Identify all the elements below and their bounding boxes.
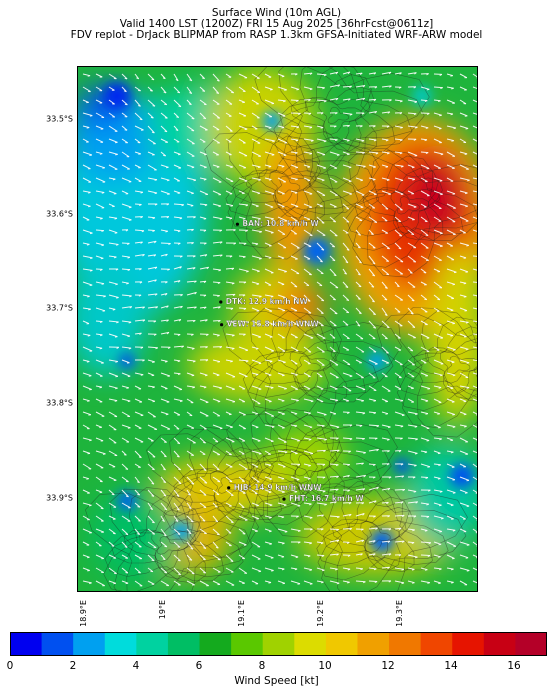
site-label: FHT: 16.7 km/h W (289, 494, 364, 503)
colorbar-frame (10, 632, 547, 656)
y-tick-33-7: 33.7°S (46, 303, 73, 313)
colorbar-segment (73, 632, 106, 656)
colorbar-segment (10, 632, 43, 656)
y-tick-33-8: 33.8°S (46, 398, 73, 408)
title-line-2: Valid 1400 LST (1200Z) FRI 15 Aug 2025 [… (119, 18, 434, 30)
colorbar-tick-10: 10 (318, 660, 332, 672)
title-line-3: FDV replot - DrJack BLIPMAP from RASP 1.… (70, 29, 483, 41)
site-label: BAN: 10.8 km/h W (242, 219, 319, 228)
colorbar-segment (262, 632, 295, 656)
x-tick-18-9: 18.9°E (79, 600, 88, 627)
site-label: HJB: 14.9 km/h WNW (234, 483, 323, 492)
colorbar-tick-2: 2 (69, 660, 77, 672)
site-label: DTK: 12.9 km/h NW (226, 297, 309, 306)
colorbar-tick-16: 16 (507, 660, 521, 672)
site-label: VEW: 15.8 km/h WNW (227, 320, 320, 329)
colorbar-segment (167, 632, 201, 656)
colorbar-segment (452, 632, 485, 656)
y-tick-33-6: 33.6°S (46, 209, 73, 219)
map-frame (77, 66, 478, 592)
colorbar (10, 632, 547, 656)
colorbar-segment (325, 632, 358, 656)
colorbar-segment (389, 632, 422, 656)
colorbar-segment (136, 632, 169, 656)
colorbar-segment (294, 632, 327, 656)
wind-vectors (82, 71, 478, 587)
colorbar-segment (199, 632, 232, 656)
x-tick-19-2: 19.2°E (316, 600, 325, 627)
wind-speed-map: BAN: 10.8 km/h W DTK: 12.9 km/h NW VEW: 15… (77, 66, 478, 592)
colorbar-segment (357, 632, 390, 656)
x-tick-19-1: 19.1°E (237, 600, 246, 627)
colorbar-segment (231, 632, 264, 656)
y-tick-33-5: 33.5°S (46, 114, 73, 124)
colorbar-label: Wind Speed [kt] (234, 675, 319, 687)
colorbar-tick-4: 4 (132, 660, 140, 672)
colorbar-tick-12: 12 (381, 660, 395, 672)
wind-speed-field (77, 66, 478, 581)
colorbar-tick-8: 8 (258, 660, 266, 672)
site-marker (282, 497, 286, 501)
colorbar-tick-6: 6 (195, 660, 203, 672)
colorbar-segment (104, 632, 137, 656)
site-markers: BAN: 10.8 km/h W DTK: 12.9 km/h NW VEW: 15… (219, 219, 364, 503)
colorbar-segment (515, 632, 547, 656)
x-tick-19-3: 19.3°E (395, 600, 404, 627)
site-marker (227, 486, 231, 490)
site-marker (235, 222, 239, 226)
colorbar-segment (420, 632, 453, 656)
colorbar-segment (483, 632, 516, 656)
colorbar-tick-14: 14 (444, 660, 458, 672)
y-tick-33-9: 33.9°S (46, 493, 73, 503)
site-marker (219, 300, 223, 304)
colorbar-segment (41, 632, 74, 656)
x-tick-19-0: 19°E (158, 600, 167, 620)
colorbar-tick-0: 0 (6, 660, 14, 672)
title-line-1: Surface Wind (10m AGL) (211, 7, 342, 19)
site-marker (220, 323, 224, 327)
